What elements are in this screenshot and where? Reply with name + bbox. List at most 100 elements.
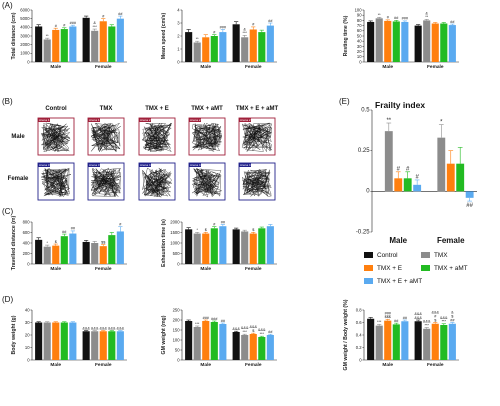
bar bbox=[465, 191, 474, 198]
significance-label: # bbox=[406, 167, 410, 173]
y-tick-label: 10 bbox=[25, 345, 30, 350]
bar bbox=[35, 26, 43, 62]
y-tick-label: 3 bbox=[177, 20, 180, 25]
significance-label: ** bbox=[425, 15, 428, 19]
bar bbox=[116, 331, 124, 360]
y-tick-label: 200 bbox=[23, 251, 31, 256]
bar bbox=[202, 37, 210, 62]
significance-label: ## bbox=[268, 19, 273, 23]
bar bbox=[266, 226, 274, 264]
significance-label: # bbox=[63, 24, 66, 28]
arena-label-bg bbox=[38, 163, 50, 167]
bar bbox=[108, 235, 116, 264]
bar bbox=[185, 229, 193, 264]
y-tick-label: 6000 bbox=[20, 7, 30, 12]
y-tick-label: 60 bbox=[357, 28, 362, 33]
y-tick-label: 0.2 bbox=[356, 345, 362, 350]
bar bbox=[219, 32, 227, 62]
significance-label: # bbox=[252, 23, 255, 27]
bar bbox=[210, 322, 218, 360]
bar bbox=[423, 328, 431, 360]
legend-label: Control bbox=[377, 252, 398, 259]
bar bbox=[185, 32, 193, 62]
y-tick-label: 50 bbox=[175, 347, 180, 352]
significance-label: $$ bbox=[101, 240, 106, 244]
arena-label-bg bbox=[239, 163, 251, 167]
bar bbox=[401, 321, 409, 360]
row-label: Male bbox=[11, 134, 25, 140]
bar bbox=[375, 18, 383, 62]
bar bbox=[99, 21, 107, 62]
x-category-label: Female bbox=[437, 236, 465, 245]
arena-label-bg bbox=[38, 118, 50, 122]
bar bbox=[108, 26, 116, 62]
trajectory bbox=[90, 167, 122, 197]
significance-label: * bbox=[196, 228, 198, 232]
panel-label-e: (E) bbox=[339, 97, 350, 106]
y-tick-label: 4 bbox=[177, 7, 180, 12]
bar bbox=[384, 320, 392, 360]
legend-label: TMX bbox=[434, 252, 448, 259]
significance-label: $ bbox=[205, 228, 208, 232]
significance-label: ## bbox=[62, 230, 67, 234]
y-tick-label: 0 bbox=[27, 261, 30, 266]
x-category-label: Female bbox=[95, 64, 112, 70]
y-tick-label: 2 bbox=[177, 33, 180, 38]
significance-label: ### bbox=[203, 316, 210, 320]
significance-label: &&& bbox=[258, 328, 266, 332]
x-category-label: Female bbox=[427, 362, 444, 368]
bar bbox=[60, 322, 68, 360]
significance-label: &&& bbox=[440, 316, 448, 320]
significance-label: *** bbox=[442, 320, 447, 324]
bar bbox=[52, 29, 60, 62]
row-label: Female bbox=[8, 176, 29, 182]
y-axis-label: Total distance (cm) bbox=[11, 12, 17, 59]
y-tick-label: 4000 bbox=[20, 25, 30, 30]
legend-label: TMX + aMT bbox=[434, 265, 468, 272]
panel-label-d: (D) bbox=[2, 295, 13, 304]
trajectory bbox=[191, 122, 223, 152]
y-axis-label: GM weight (mg) bbox=[161, 315, 167, 354]
arena-label: Arena 1 bbox=[89, 118, 100, 122]
x-category-label: Male bbox=[389, 236, 407, 245]
y-axis-label: Resting time (%) bbox=[343, 15, 349, 56]
y-tick-label: 2000 bbox=[170, 219, 180, 224]
bar bbox=[403, 178, 412, 192]
significance-label: ## bbox=[118, 12, 123, 16]
bar bbox=[367, 21, 375, 62]
bar bbox=[232, 332, 240, 360]
bar bbox=[414, 25, 422, 63]
bar bbox=[185, 321, 193, 360]
trajectory bbox=[191, 167, 223, 198]
bar bbox=[392, 324, 400, 360]
significance-label: # bbox=[55, 24, 58, 28]
bar bbox=[82, 241, 90, 264]
bar bbox=[202, 321, 210, 360]
significance-label: # bbox=[213, 31, 216, 35]
bar bbox=[35, 322, 43, 360]
arena-label: Arena 2 bbox=[190, 118, 201, 122]
x-category-label: Female bbox=[95, 362, 112, 368]
significance-label: &&& bbox=[414, 316, 422, 320]
significance-label: *** bbox=[260, 332, 265, 336]
y-tick-label: 1000 bbox=[170, 240, 180, 245]
significance-label: & bbox=[451, 311, 454, 315]
y-tick-label: 2000 bbox=[20, 42, 30, 47]
y-tick-label: 0 bbox=[177, 261, 180, 266]
bar bbox=[241, 335, 249, 360]
y-tick-label: 40 bbox=[357, 39, 362, 44]
y-tick-label: 1 bbox=[177, 46, 180, 51]
y-tick-label: 600 bbox=[23, 230, 31, 235]
significance-label: * bbox=[46, 241, 48, 245]
significance-label: *** bbox=[195, 322, 200, 326]
panel-label-c: (C) bbox=[2, 207, 13, 216]
significance-label: ## bbox=[221, 220, 226, 224]
significance-label: $ bbox=[451, 315, 454, 319]
group-header: TMX + aMT bbox=[191, 106, 223, 112]
x-category-label: Male bbox=[50, 266, 61, 272]
